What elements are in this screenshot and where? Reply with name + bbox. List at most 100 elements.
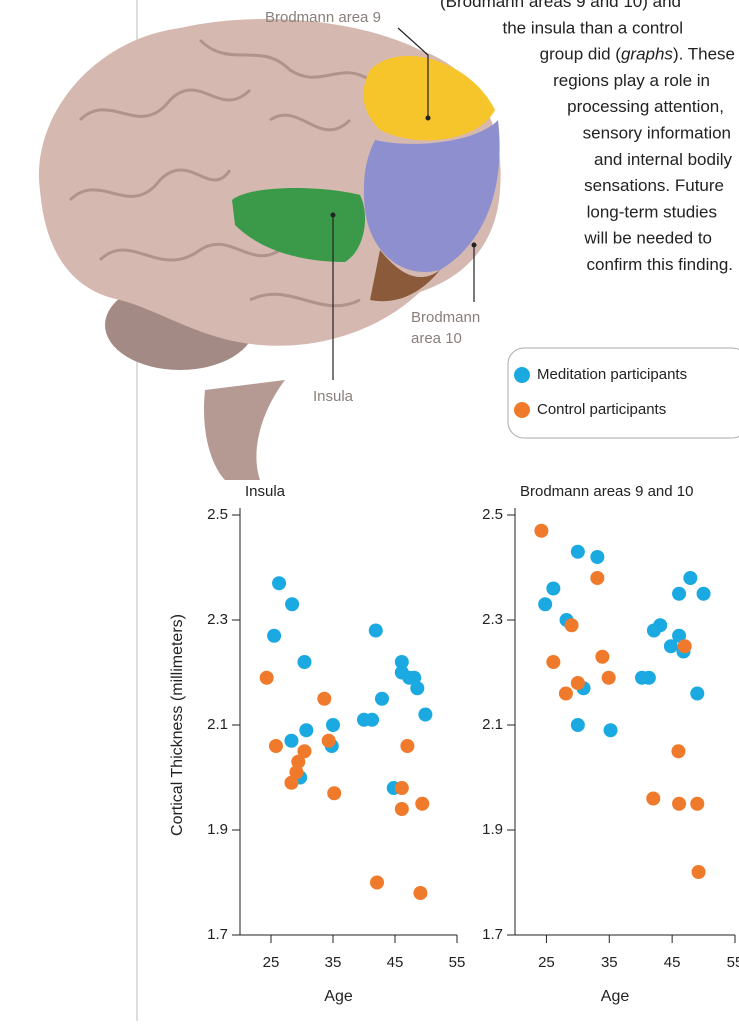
data-point <box>601 670 616 685</box>
data-point <box>415 796 430 811</box>
data-point <box>289 765 304 780</box>
y-tick-label: 2.3 <box>482 611 503 628</box>
data-point <box>570 544 585 559</box>
data-point <box>671 744 686 759</box>
paragraph-line: long-term studies <box>587 203 717 222</box>
data-point <box>368 623 383 638</box>
data-point <box>413 886 428 900</box>
data-point <box>690 686 705 701</box>
data-point <box>326 718 340 732</box>
data-point <box>299 723 314 738</box>
legend-marker <box>514 367 530 383</box>
data-point <box>394 781 409 795</box>
x-axis-label: Age <box>601 988 630 1005</box>
data-point <box>546 581 561 596</box>
leader-lines <box>332 27 475 380</box>
paragraph-line: confirm this finding. <box>587 255 733 274</box>
text-segment: (Brodmann areas 9 and 10) and <box>440 0 681 11</box>
data-point <box>595 649 610 664</box>
data-point <box>407 670 422 685</box>
data-point <box>297 655 312 669</box>
data-point <box>321 733 336 748</box>
text-segment: sensations. Future <box>584 177 724 196</box>
data-point <box>327 786 342 801</box>
y-tick-label: 2.5 <box>207 506 228 523</box>
data-point <box>570 718 585 732</box>
text-segment: regions play a role in <box>553 71 710 90</box>
y-axis-label: Cortical Thickness (millimeters) <box>169 614 186 836</box>
paragraph-line: (Brodmann areas 9 and 10) and <box>440 0 681 11</box>
brain-label: Brodmann <box>411 309 480 326</box>
x-tick-label: 35 <box>601 954 618 971</box>
y-tick-label: 2.1 <box>207 716 228 733</box>
x-tick-label: 25 <box>538 954 555 971</box>
data-point <box>683 571 698 585</box>
brain-label: Brodmann area 9 <box>265 9 381 26</box>
data-point <box>374 691 389 706</box>
legend: Meditation participants Control participa… <box>514 366 687 418</box>
x-tick-label: 35 <box>325 954 342 971</box>
brainstem <box>204 380 285 480</box>
paragraph-line: processing attention, <box>567 98 724 117</box>
brain-label: Insula <box>313 388 354 405</box>
x-tick-label: 45 <box>387 954 404 971</box>
y-tick-label: 2.1 <box>482 716 503 733</box>
data-point <box>291 754 306 769</box>
y-tick-label: 1.9 <box>207 821 228 838</box>
data-point <box>534 523 549 538</box>
legend-label: Meditation participants <box>537 366 687 383</box>
data-point <box>677 639 692 654</box>
paragraph-line: group did (graphs). These <box>540 45 735 64</box>
x-tick-label: 55 <box>727 954 739 971</box>
data-point <box>297 744 312 759</box>
text-segment: processing attention, <box>567 98 724 117</box>
data-point <box>672 796 687 811</box>
data-point <box>394 655 409 669</box>
data-point <box>691 865 706 879</box>
chart-title: Insula <box>245 483 286 500</box>
area-10-region <box>363 120 500 272</box>
text-segment: confirm this finding. <box>587 255 733 274</box>
data-point <box>284 733 299 748</box>
y-tick-label: 1.9 <box>482 821 503 838</box>
y-tick-label: 2.5 <box>482 506 503 523</box>
data-point <box>663 639 678 654</box>
x-tick-label: 55 <box>449 954 466 971</box>
data-point <box>546 655 561 669</box>
data-point <box>268 739 283 753</box>
data-point <box>400 739 415 753</box>
text-segment: the insula than a control <box>502 19 683 38</box>
lower-region <box>370 250 440 302</box>
x-tick-label: 25 <box>263 954 280 971</box>
data-point <box>317 691 332 706</box>
data-point <box>672 628 687 643</box>
legend-marker <box>514 402 530 418</box>
paragraph-line: and internal bodily <box>594 150 732 169</box>
marker <box>330 212 336 218</box>
x-axis-label: Age <box>324 988 353 1005</box>
text-segment: will be needed to <box>583 229 712 248</box>
data-point <box>672 586 687 601</box>
text-segment: graphs <box>621 45 673 64</box>
brain-illustration: Brodmann area 9 Brodmann area 10 Insula <box>38 9 501 480</box>
gyri <box>68 38 371 308</box>
data-point <box>418 707 433 722</box>
paragraph-line: the insula than a control <box>502 19 683 38</box>
paragraph-line: sensory information <box>583 124 731 143</box>
brain-label: area 10 <box>411 330 462 347</box>
y-tick-label: 1.7 <box>207 926 228 943</box>
y-tick-label: 1.7 <box>482 926 503 943</box>
text-segment: ). These <box>673 45 735 64</box>
data-point <box>653 618 668 633</box>
data-point <box>259 670 274 685</box>
text-segment: long-term studies <box>587 203 717 222</box>
data-point <box>564 618 579 633</box>
data-point <box>590 550 605 564</box>
legend-label: Control participants <box>537 401 666 418</box>
y-tick-label: 2.3 <box>207 611 228 628</box>
area-9-region <box>363 55 495 141</box>
data-point <box>285 597 300 612</box>
marker <box>425 115 431 121</box>
data-point <box>570 676 585 690</box>
data-point <box>394 802 409 816</box>
